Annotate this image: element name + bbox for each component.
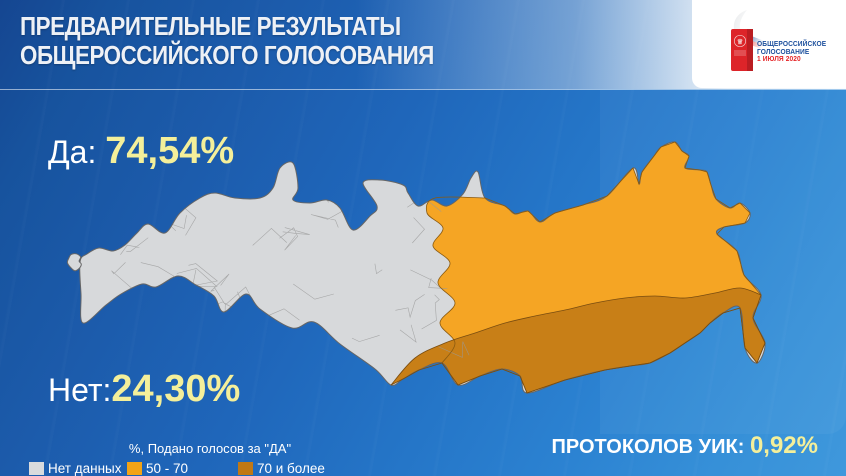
svg-text:♕: ♕ bbox=[737, 38, 743, 46]
